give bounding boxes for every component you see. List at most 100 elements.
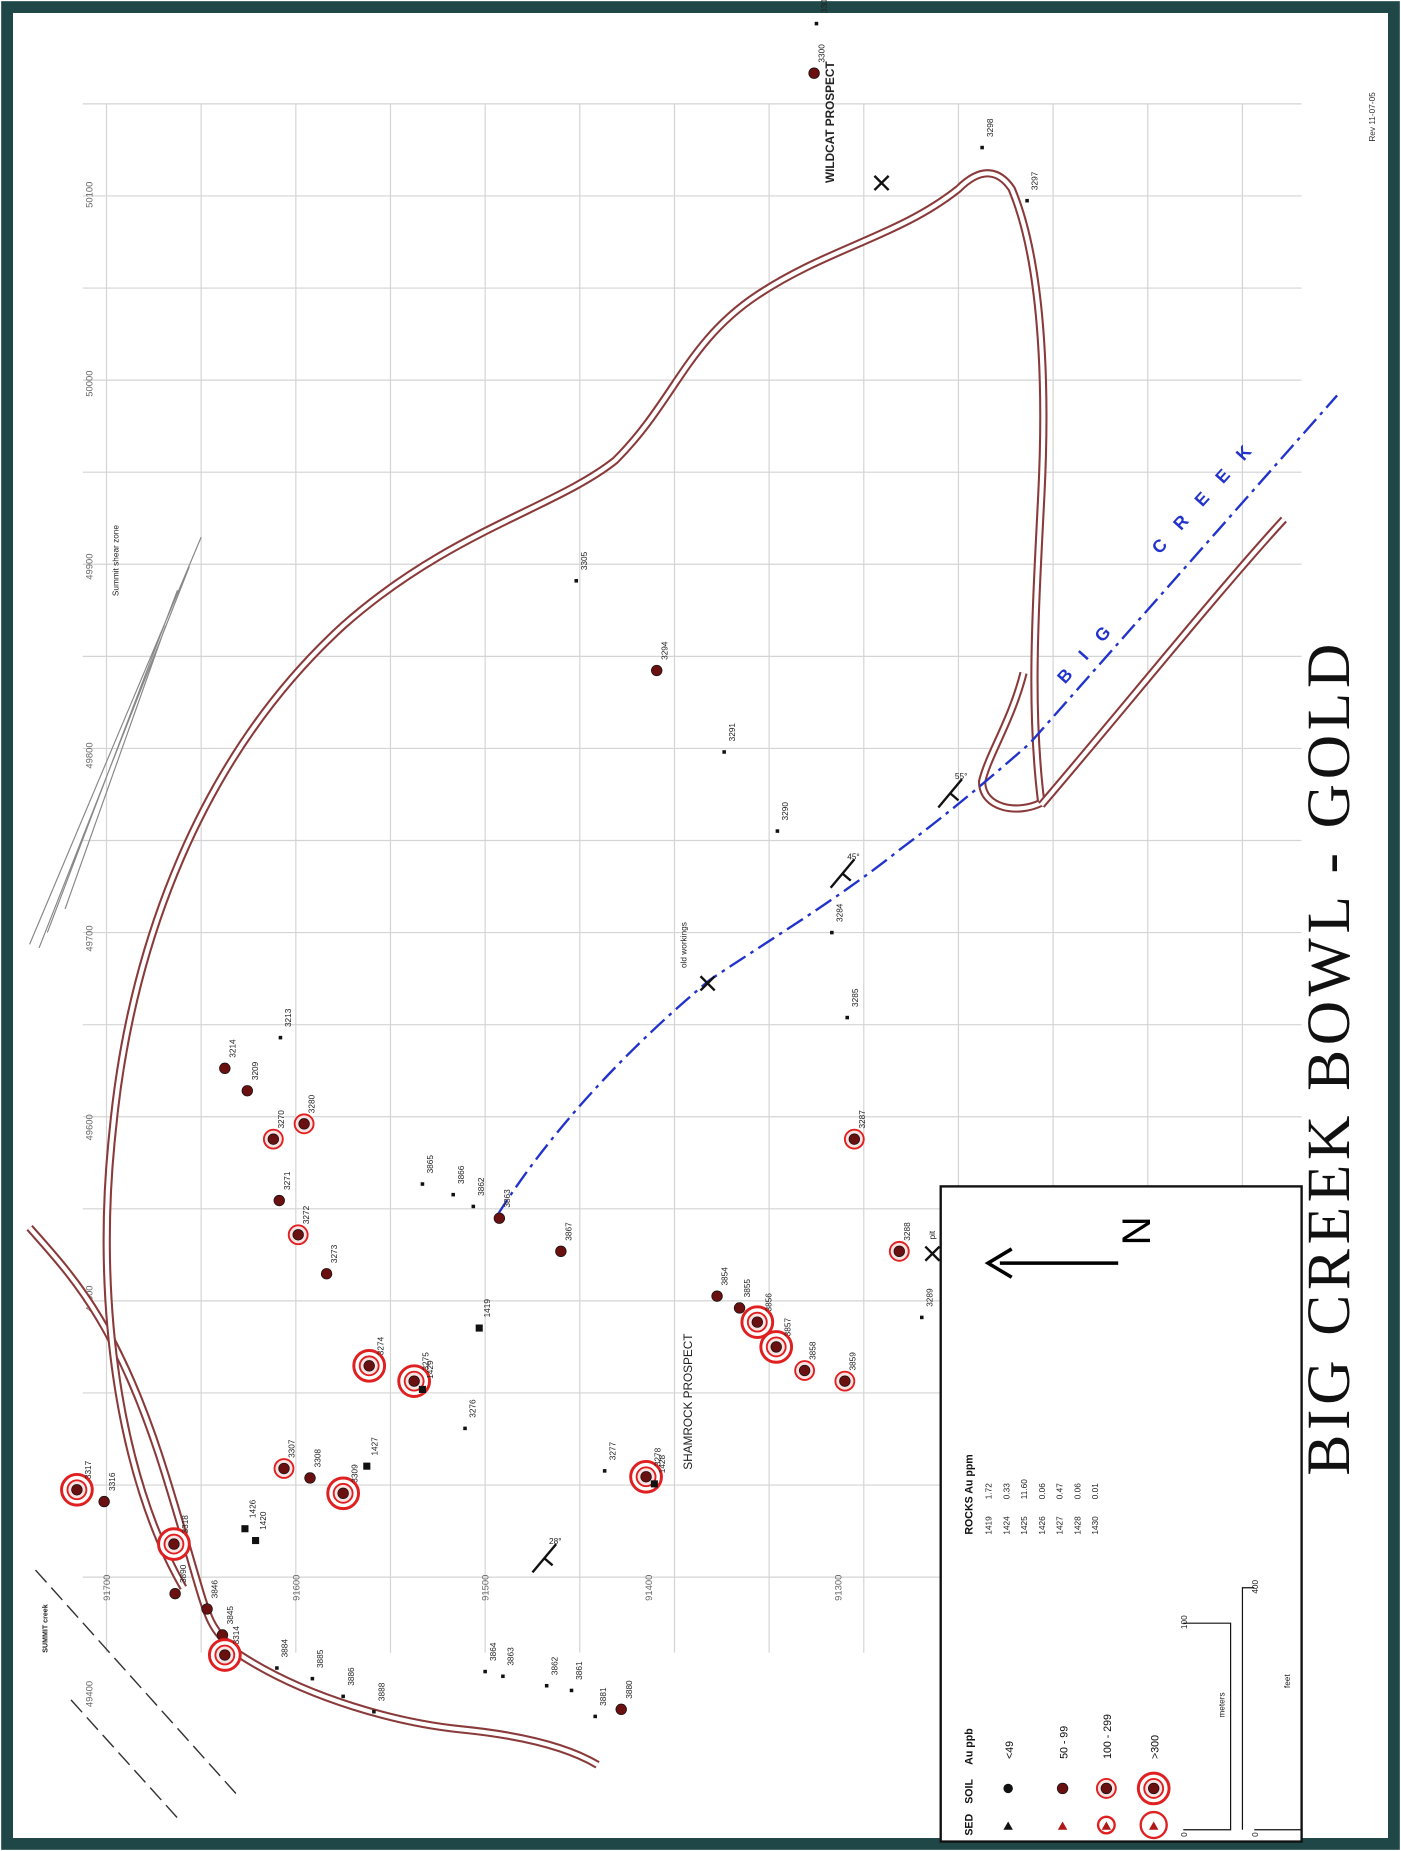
place-label: SHAMROCK PROSPECT <box>681 1334 695 1470</box>
sample-marker <box>337 1487 349 1499</box>
revision: Rev 11-07-05 <box>1368 92 1377 142</box>
sample-label: 3846 <box>211 1580 220 1599</box>
sample-marker <box>1148 1782 1160 1795</box>
sample-label: 3856 <box>764 1293 773 1312</box>
sample-marker <box>341 1694 345 1699</box>
sample-label: 1419 <box>483 1299 492 1318</box>
rock-id: 1424 <box>1002 1516 1011 1535</box>
sample-marker <box>602 1469 607 1473</box>
north-arrow <box>984 1247 1119 1279</box>
place-label: SUMMIT creek <box>41 1604 49 1652</box>
sample-label: 3863 <box>507 1647 516 1666</box>
sample-marker <box>201 1603 213 1615</box>
sample-label: 3287 <box>858 1110 867 1129</box>
scale-bars <box>1183 1587 1302 1831</box>
sample-label: 3302 <box>820 0 829 13</box>
sample-marker <box>219 1649 231 1661</box>
sample-marker <box>304 1472 316 1484</box>
sample-marker <box>1100 1782 1113 1795</box>
sample-marker <box>733 1302 746 1314</box>
sample-marker <box>363 1462 371 1470</box>
place-label: pit <box>928 1230 937 1239</box>
sample-marker <box>98 1495 110 1508</box>
sample-marker <box>830 930 834 935</box>
sample-marker <box>168 1538 180 1550</box>
strike-symbol <box>531 1543 558 1574</box>
legend-class: <49 <box>1004 1741 1016 1759</box>
sample-marker <box>775 829 780 833</box>
sample-label: 3862 <box>477 1177 486 1196</box>
sample-label: 3280 <box>308 1094 317 1113</box>
sample-marker <box>848 1133 861 1145</box>
shear-zone <box>29 536 202 949</box>
strike-label: 28° <box>549 1537 562 1546</box>
grid-label: 91400 <box>644 1575 655 1601</box>
sample-label: 3867 <box>565 1222 574 1241</box>
legend-header: SOIL <box>964 1779 976 1804</box>
x-mark <box>699 975 716 992</box>
sample-marker <box>475 1324 483 1332</box>
scale-label: 400 <box>1251 1579 1260 1593</box>
sample-marker <box>418 1385 426 1393</box>
sample-marker <box>1056 1782 1069 1795</box>
sample-marker <box>273 1194 285 1207</box>
rock-value: 0.33 <box>1002 1483 1011 1499</box>
sample-label: 1429 <box>426 1360 435 1379</box>
legend-header: ROCKS Au ppm <box>964 1454 976 1534</box>
sample-marker <box>770 1341 782 1353</box>
sample-label: 3284 <box>835 903 844 922</box>
sample-marker <box>555 1245 567 1257</box>
sample-marker <box>252 1536 260 1545</box>
sample-label: 3272 <box>302 1205 311 1224</box>
sample-marker <box>722 750 726 754</box>
rock-value: 0.01 <box>1091 1483 1100 1499</box>
x-mark <box>873 175 890 191</box>
sample-marker <box>544 1683 549 1688</box>
sample-marker <box>845 1015 850 1020</box>
sample-label: 3864 <box>489 1642 498 1661</box>
sample-marker <box>278 1035 283 1040</box>
sample-label: 3866 <box>457 1165 466 1184</box>
sample-label: 3859 <box>849 1352 858 1371</box>
legend-box <box>939 1185 1303 1843</box>
legend: SED SOIL Au ppb <49 50 - 99 100 - 299 >300 ROCK… <box>939 1185 1303 1843</box>
sample-marker <box>169 1587 181 1600</box>
sample-marker <box>219 1062 231 1075</box>
grid-label: 50000 <box>84 371 95 397</box>
sample-label: 3276 <box>469 1399 478 1418</box>
sample-marker <box>372 1709 376 1714</box>
sample-marker <box>241 1525 249 1533</box>
sample-label: 3318 <box>181 1515 190 1534</box>
sample-label: 3884 <box>281 1639 290 1658</box>
legend-class: >300 <box>1149 1735 1161 1759</box>
creek <box>495 394 1338 1217</box>
sample-label: 3865 <box>426 1155 435 1174</box>
grid-label: 49400 <box>84 1681 95 1707</box>
rock-value: 0.47 <box>1056 1483 1065 1499</box>
sample-label: 3857 <box>783 1318 792 1337</box>
sample-label: 1428 <box>658 1454 667 1473</box>
grid-label: 50100 <box>84 182 95 208</box>
grid-label: 91500 <box>481 1575 492 1601</box>
sample-marker <box>1025 198 1029 203</box>
place-label: WILDCAT PROSPECT <box>823 61 837 183</box>
sample-label: 3214 <box>228 1039 237 1058</box>
sample-label: 3290 <box>781 802 790 821</box>
sample-marker <box>839 1375 851 1387</box>
sample-label: 3297 <box>1031 171 1040 190</box>
grid: 91700 91600 91500 91400 91300 50100 50000 49900… <box>82 103 1302 1707</box>
sample-label: 3277 <box>608 1441 617 1460</box>
annotations: WILDCAT PROSPECT SHAMROCK PROSPECT old wor… <box>41 61 967 1653</box>
sample-label: 3863 <box>503 1189 512 1208</box>
sample-label: 3308 <box>314 1449 323 1468</box>
sample-marker <box>471 1204 476 1209</box>
sample-marker <box>593 1714 597 1719</box>
rock-id: 1426 <box>1038 1516 1047 1535</box>
sample-label: 3855 <box>743 1279 752 1298</box>
sample-marker <box>493 1212 506 1224</box>
sample-marker <box>241 1085 253 1097</box>
scale-label: 100 <box>1180 1615 1189 1629</box>
sample-label: 3861 <box>575 1661 584 1680</box>
